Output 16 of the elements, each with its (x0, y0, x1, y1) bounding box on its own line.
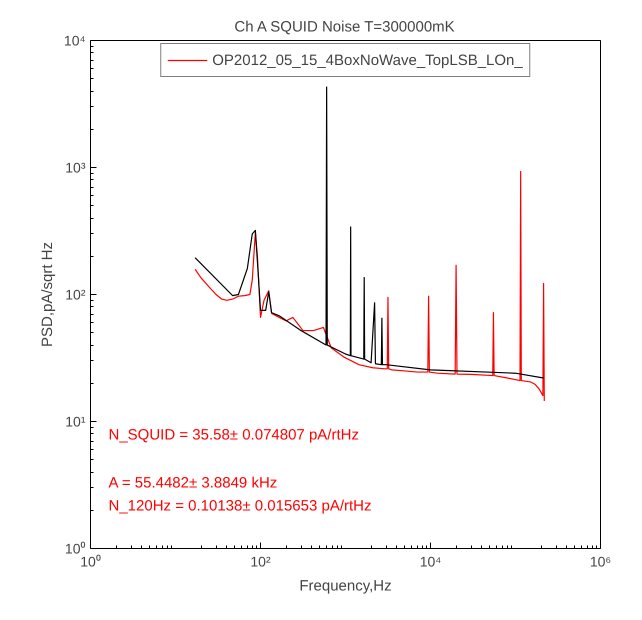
y-tick-label: 10¹ (65, 414, 86, 430)
chart-title: Ch A SQUID Noise T=300000mK (234, 18, 455, 36)
legend-label: OP2012_05_15_4BoxNoWave_TopLSB_LOn_ (212, 52, 523, 68)
y-tick-label: 10⁴ (64, 32, 86, 48)
y-tick-label: 10⁰ (64, 540, 86, 556)
y-tick-label: 10² (65, 286, 86, 302)
x-tick-label: 10⁰ (80, 554, 101, 570)
y-tick-label: 10³ (65, 160, 86, 176)
x-axis-title: Frequency,Hz (299, 578, 392, 594)
x-tick-label: 10² (250, 554, 271, 570)
annotation: N_SQUID = 35.58± 0.074807 pA/rtHz (108, 426, 359, 444)
annotation: N_120Hz = 0.10138± 0.015653 pA/rtHz (108, 498, 372, 514)
y-axis-title: PSD,pA/sqrt Hz (38, 242, 56, 348)
x-tick-label: 10⁴ (420, 554, 442, 570)
annotation: A = 55.4482± 3.8849 kHz (108, 474, 278, 492)
x-tick-label: 10⁶ (590, 554, 612, 570)
